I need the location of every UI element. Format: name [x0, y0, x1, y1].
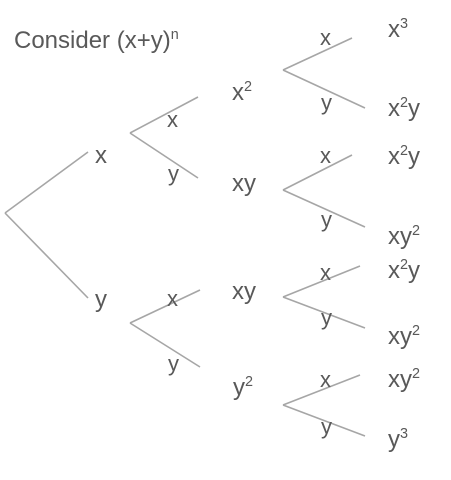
level2-term: xy — [232, 278, 256, 305]
edge-y2-y — [282, 404, 366, 437]
level3-term: x2y — [388, 95, 421, 122]
edge-x2-y — [282, 69, 366, 109]
branch-label: y — [168, 161, 179, 186]
level2-term: y2 — [233, 374, 254, 401]
edge-xy1-x — [282, 154, 353, 191]
level3-term: y3 — [388, 426, 409, 453]
edge-root-x — [4, 151, 89, 214]
level3-term: xy2 — [388, 366, 421, 393]
edge-x2-x — [282, 37, 353, 71]
edge-x-x — [129, 96, 199, 134]
level1-top-node: x — [95, 142, 107, 169]
edge-root-y — [4, 212, 89, 299]
branch-label: x — [320, 260, 331, 285]
branch-label: x — [320, 143, 331, 168]
edge-y-y — [129, 322, 201, 368]
edge-xy2-x — [282, 265, 361, 298]
branch-label: x — [320, 25, 331, 50]
level3-term: x2y — [388, 143, 421, 170]
level1-bottom-node: y — [95, 286, 107, 313]
title-text: Consider (x+y) — [14, 27, 171, 54]
edge-xy2-y — [282, 296, 366, 329]
level2-term: xy — [232, 170, 256, 197]
level3-term: x3 — [388, 16, 409, 43]
edge-xy1-y — [282, 189, 366, 228]
level3-term: xy2 — [388, 223, 421, 250]
level3-term: xy2 — [388, 323, 421, 350]
branch-label: y — [321, 207, 332, 232]
level3-term: x2y — [388, 257, 421, 284]
diagram-title: Consider (x+y)n — [14, 27, 179, 54]
branch-label: y — [321, 305, 332, 330]
branch-label: x — [167, 286, 178, 311]
edge-y-x — [129, 289, 201, 324]
branch-label: x — [320, 367, 331, 392]
branch-label: y — [321, 90, 332, 115]
branch-label: y — [321, 414, 332, 439]
edge-x-y — [129, 132, 199, 179]
level2-term: x2 — [232, 79, 253, 106]
branch-label: x — [167, 107, 178, 132]
branch-label: y — [168, 351, 179, 376]
title-exponent: n — [170, 27, 179, 43]
edge-y2-x — [282, 374, 361, 406]
